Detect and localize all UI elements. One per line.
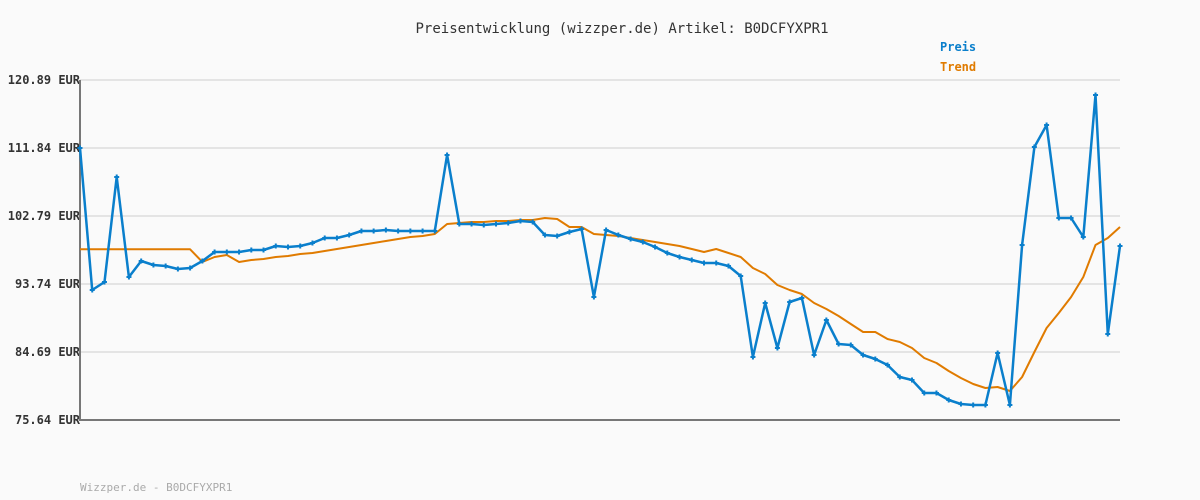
data-point bbox=[725, 263, 731, 269]
data-point bbox=[1056, 215, 1062, 221]
data-point bbox=[297, 243, 303, 249]
data-point bbox=[1068, 215, 1074, 221]
data-point bbox=[566, 229, 572, 235]
data-point bbox=[872, 356, 878, 362]
y-tick-label: 102.79 EUR bbox=[8, 209, 81, 223]
data-point bbox=[1019, 242, 1025, 248]
data-point bbox=[750, 354, 756, 360]
data-point bbox=[615, 232, 621, 238]
data-point bbox=[285, 244, 291, 250]
data-point bbox=[591, 294, 597, 300]
data-point bbox=[628, 236, 634, 242]
data-point bbox=[1007, 402, 1013, 408]
data-point bbox=[640, 239, 646, 245]
data-point bbox=[1093, 92, 1099, 98]
data-point bbox=[713, 260, 719, 266]
data-point bbox=[334, 235, 340, 241]
y-tick-label: 84.69 EUR bbox=[15, 345, 81, 359]
data-point bbox=[89, 287, 95, 293]
data-point bbox=[224, 249, 230, 255]
data-point bbox=[175, 266, 181, 272]
data-point bbox=[982, 402, 988, 408]
data-point bbox=[933, 390, 939, 396]
data-point bbox=[701, 260, 707, 266]
data-point bbox=[456, 221, 462, 227]
data-point bbox=[897, 374, 903, 380]
data-point bbox=[921, 390, 927, 396]
data-point bbox=[114, 174, 120, 180]
data-point bbox=[1105, 331, 1111, 337]
data-point bbox=[1044, 122, 1050, 128]
data-point bbox=[517, 218, 523, 224]
data-point bbox=[995, 350, 1001, 356]
data-point bbox=[823, 317, 829, 323]
data-point bbox=[836, 341, 842, 347]
data-point bbox=[481, 222, 487, 228]
data-point bbox=[261, 247, 267, 253]
series-line-trend bbox=[80, 217, 1121, 392]
data-point bbox=[530, 219, 536, 225]
data-point bbox=[677, 254, 683, 260]
data-point bbox=[603, 227, 609, 233]
data-point bbox=[444, 152, 450, 158]
data-point bbox=[554, 233, 560, 239]
data-point bbox=[689, 257, 695, 263]
data-point bbox=[542, 232, 548, 238]
data-point bbox=[248, 247, 254, 253]
data-point bbox=[1080, 234, 1086, 240]
data-point bbox=[579, 226, 585, 232]
data-point bbox=[1117, 243, 1123, 249]
data-point bbox=[420, 228, 426, 234]
data-point bbox=[187, 265, 193, 271]
data-point bbox=[371, 228, 377, 234]
data-point bbox=[212, 249, 218, 255]
data-point bbox=[811, 352, 817, 358]
data-point bbox=[848, 342, 854, 348]
data-point bbox=[505, 220, 511, 226]
data-point bbox=[909, 377, 915, 383]
data-point bbox=[970, 402, 976, 408]
data-point bbox=[493, 221, 499, 227]
data-point bbox=[126, 274, 132, 280]
data-point bbox=[469, 221, 475, 227]
data-point bbox=[101, 279, 107, 285]
data-point bbox=[774, 345, 780, 351]
y-tick-label: 111.84 EUR bbox=[8, 141, 81, 155]
series-line-preis bbox=[78, 93, 1122, 407]
data-point bbox=[1031, 144, 1037, 150]
data-point bbox=[799, 295, 805, 301]
data-point bbox=[407, 228, 413, 234]
data-point bbox=[383, 227, 389, 233]
data-point bbox=[273, 243, 279, 249]
data-point bbox=[860, 352, 866, 358]
legend-trend: Trend bbox=[940, 60, 976, 74]
footer-text: Wizzper.de - B0DCFYXPR1 bbox=[80, 481, 232, 494]
data-point bbox=[652, 244, 658, 250]
data-point bbox=[762, 300, 768, 306]
data-point bbox=[946, 397, 952, 403]
data-point bbox=[138, 258, 144, 264]
data-point bbox=[885, 362, 891, 368]
data-point bbox=[322, 235, 328, 241]
data-point bbox=[309, 240, 315, 246]
y-tick-label: 93.74 EUR bbox=[15, 277, 81, 291]
data-point bbox=[199, 258, 205, 264]
data-point bbox=[150, 262, 156, 268]
chart-title: Preisentwicklung (wizzper.de) Artikel: B… bbox=[415, 21, 828, 37]
y-tick-label: 120.89 EUR bbox=[8, 73, 81, 87]
data-point bbox=[787, 299, 793, 305]
data-point bbox=[358, 228, 364, 234]
data-point bbox=[432, 228, 438, 234]
data-point bbox=[958, 401, 964, 407]
data-point bbox=[77, 145, 83, 151]
legend-preis: Preis bbox=[940, 40, 976, 54]
data-point bbox=[346, 232, 352, 238]
data-point bbox=[738, 273, 744, 279]
data-point bbox=[664, 250, 670, 256]
data-point bbox=[163, 263, 169, 269]
data-point bbox=[395, 228, 401, 234]
data-point bbox=[236, 249, 242, 255]
y-tick-label: 75.64 EUR bbox=[15, 413, 81, 427]
